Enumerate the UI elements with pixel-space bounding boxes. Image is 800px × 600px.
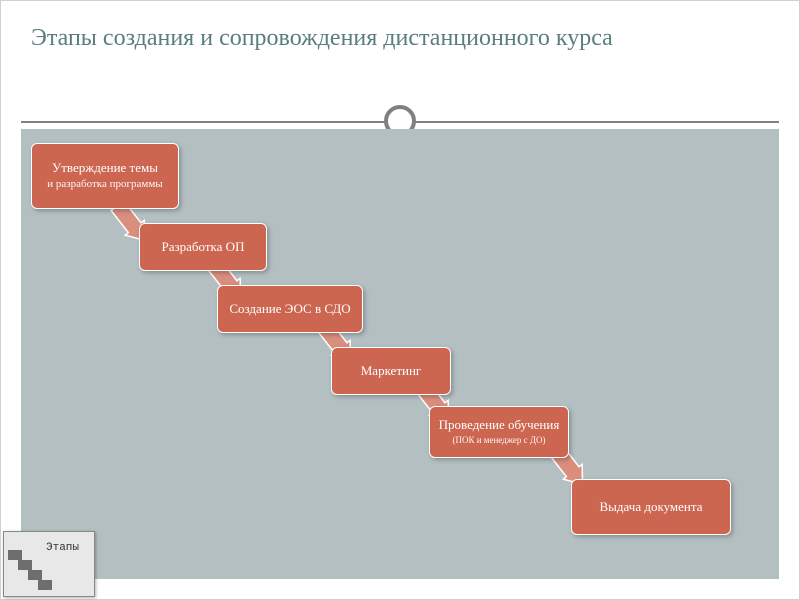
flow-node: Выдача документа (571, 479, 731, 535)
stair-step-icon (18, 560, 32, 570)
flow-node-label: Создание ЭОС в СДО (229, 302, 350, 317)
title-area: Этапы создания и сопровождения дистанцио… (1, 1, 799, 96)
nav-label: Этапы (46, 542, 88, 554)
stair-step-icon (38, 580, 52, 590)
flowchart-content: Утверждение темы и разработка программы Ра… (21, 129, 779, 579)
flow-node-label: Проведение обучения (439, 418, 560, 433)
flow-node-sublabel: и разработка программы (47, 178, 162, 191)
stair-step-icon (28, 570, 42, 580)
flow-node-note: (ПОК и менеджер с ДО) (452, 435, 545, 445)
flow-node: Утверждение темы и разработка программы (31, 143, 179, 209)
stair-step-icon (8, 550, 22, 560)
slide: Этапы создания и сопровождения дистанцио… (0, 0, 800, 600)
flow-node: Разработка ОП (139, 223, 267, 271)
flow-node: Создание ЭОС в СДО (217, 285, 363, 333)
nav-thumbnail[interactable]: Этапы (3, 531, 95, 597)
flow-node: Проведение обучения (ПОК и менеджер с ДО) (429, 406, 569, 458)
flow-node-label: Разработка ОП (162, 240, 245, 255)
flow-node-label: Выдача документа (600, 500, 703, 515)
flow-node: Маркетинг (331, 347, 451, 395)
slide-title: Этапы создания и сопровождения дистанцио… (31, 23, 769, 53)
flow-node-label: Маркетинг (361, 364, 422, 379)
flow-node-label: Утверждение темы (52, 161, 158, 176)
